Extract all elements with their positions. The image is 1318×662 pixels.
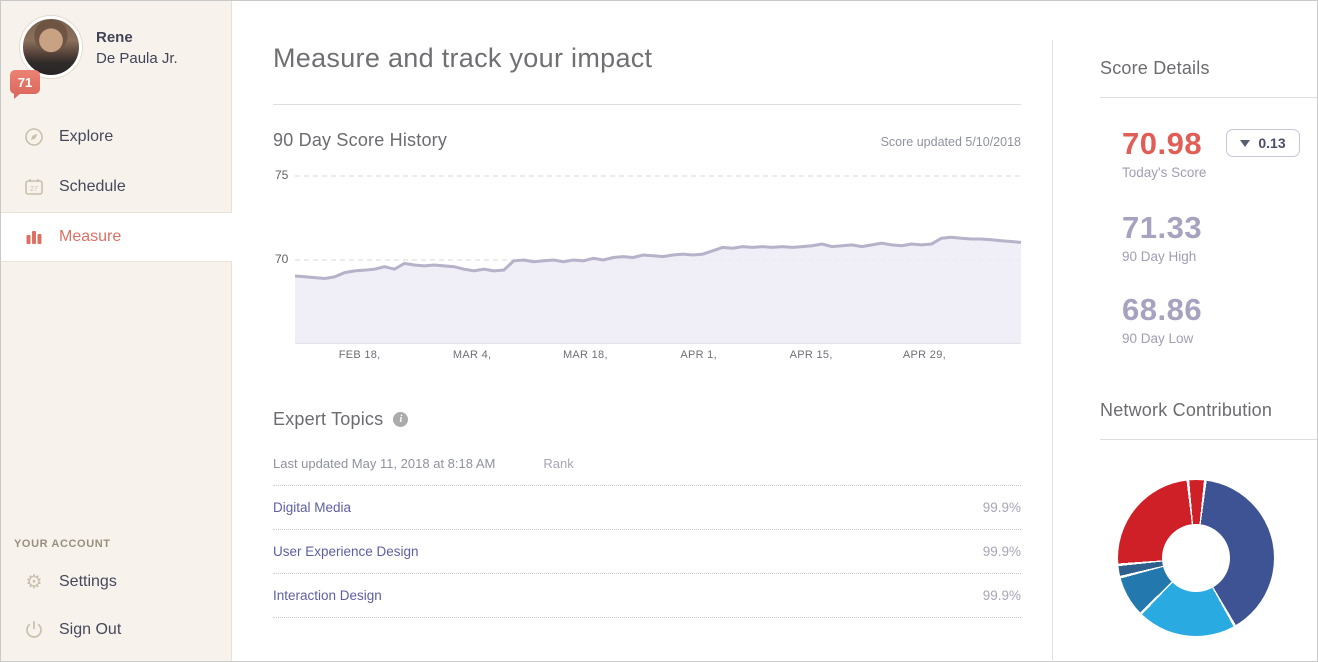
ninety-day-high-label: 90 Day High bbox=[1122, 249, 1197, 264]
power-icon bbox=[24, 620, 44, 640]
triangle-down-icon bbox=[1240, 139, 1251, 147]
user-last-name: De Paula Jr. bbox=[96, 50, 178, 67]
score-details-heading: Score Details bbox=[1100, 58, 1210, 78]
sidebar-item-label: Schedule bbox=[59, 178, 126, 195]
ninety-day-low-label: 90 Day Low bbox=[1122, 331, 1194, 346]
todays-score-label: Today's Score bbox=[1122, 165, 1207, 180]
table-row: Digital Media 99.9% bbox=[273, 486, 1021, 530]
x-axis-label: MAR 18, bbox=[562, 349, 608, 361]
ninety-day-low-value: 68.86 bbox=[1122, 292, 1203, 327]
topic-rank: 99.9% bbox=[982, 544, 1021, 559]
x-axis-label: APR 29, bbox=[902, 349, 946, 361]
todays-score-value: 70.98 bbox=[1122, 126, 1203, 161]
profile-block: 71 Rene De Paula Jr. bbox=[0, 0, 231, 99]
sidebar-item-settings[interactable]: ⚙ Settings bbox=[0, 558, 231, 606]
x-axis-label: APR 1, bbox=[680, 349, 717, 361]
main-content: Measure and track your impact 90 Day Sco… bbox=[232, 0, 1052, 662]
topic-link[interactable]: User Experience Design bbox=[273, 544, 419, 559]
x-axis-label: APR 15, bbox=[789, 349, 833, 361]
expert-topics-heading: Expert Topics bbox=[273, 409, 384, 429]
page-title: Measure and track your impact bbox=[273, 43, 653, 73]
area-fill bbox=[295, 237, 1021, 344]
table-row: User Experience Design 99.9% bbox=[273, 530, 1021, 574]
score-history-heading: 90 Day Score History bbox=[273, 130, 448, 150]
info-icon[interactable]: i bbox=[393, 412, 409, 427]
user-first-name: Rene bbox=[96, 29, 133, 46]
sidebar-item-label: Settings bbox=[59, 573, 117, 590]
calendar-icon: 27 bbox=[24, 177, 44, 197]
sidebar-item-label: Explore bbox=[59, 128, 114, 145]
user-name: Rene De Paula Jr. bbox=[96, 27, 178, 80]
compass-icon bbox=[24, 127, 44, 147]
topic-link[interactable]: Digital Media bbox=[273, 500, 352, 515]
x-axis-label: MAR 4, bbox=[452, 349, 492, 361]
right-panel: Score Details 70.98 Today's Score 0.13 7… bbox=[1052, 0, 1318, 662]
sidebar-item-label: Measure bbox=[59, 228, 122, 245]
y-axis-label: 75 bbox=[275, 168, 289, 182]
svg-text:27: 27 bbox=[30, 186, 38, 193]
y-axis-label: 70 bbox=[275, 252, 289, 266]
x-axis-label: FEB 18, bbox=[338, 349, 381, 361]
sidebar-item-measure[interactable]: Measure bbox=[0, 212, 232, 262]
title-divider bbox=[273, 104, 1021, 105]
score-history-area bbox=[295, 175, 1021, 344]
account-section-label: YOUR ACCOUNT bbox=[14, 538, 111, 550]
gear-icon: ⚙ bbox=[25, 571, 43, 593]
network-contribution-heading: Network Contribution bbox=[1100, 400, 1273, 420]
sidebar: 71 Rene De Paula Jr. Explore bbox=[0, 0, 232, 662]
sidebar-item-signout[interactable]: Sign Out bbox=[0, 606, 231, 654]
score-details-divider bbox=[1100, 97, 1318, 98]
sidebar-item-label: Sign Out bbox=[59, 621, 122, 638]
score-updated-note: Score updated 5/10/2018 bbox=[880, 135, 1021, 149]
sidebar-nav: Explore 27 Schedule bbox=[0, 112, 232, 262]
topic-rank: 99.9% bbox=[982, 588, 1021, 603]
network-contribution-donut bbox=[1118, 480, 1274, 636]
score-history-chart: 70 75 FEB 18, MAR 4, MAR 18, APR 1, APR 15, APR… bbox=[273, 161, 1021, 361]
panel-divider bbox=[1052, 40, 1053, 662]
bar-chart-icon bbox=[24, 227, 44, 247]
network-contribution-divider bbox=[1100, 439, 1318, 440]
topic-link[interactable]: Interaction Design bbox=[273, 588, 382, 603]
topic-rank: 99.9% bbox=[982, 500, 1021, 515]
rank-column-header: Rank bbox=[543, 456, 574, 471]
avatar[interactable] bbox=[20, 16, 82, 78]
topics-last-updated: Last updated May 11, 2018 at 8:18 AM bbox=[273, 456, 496, 471]
score-delta-value: 0.13 bbox=[1258, 135, 1286, 151]
score-badge: 71 bbox=[10, 70, 40, 99]
sidebar-item-explore[interactable]: Explore bbox=[0, 112, 231, 162]
sidebar-item-schedule[interactable]: 27 Schedule bbox=[0, 162, 231, 212]
score-line bbox=[295, 235, 1021, 281]
account-section: YOUR ACCOUNT ⚙ Settings Sign Out bbox=[0, 538, 231, 662]
score-delta-badge: 0.13 bbox=[1226, 129, 1300, 157]
ninety-day-high-value: 71.33 bbox=[1122, 210, 1203, 245]
table-row: Interaction Design 99.9% bbox=[273, 574, 1021, 618]
